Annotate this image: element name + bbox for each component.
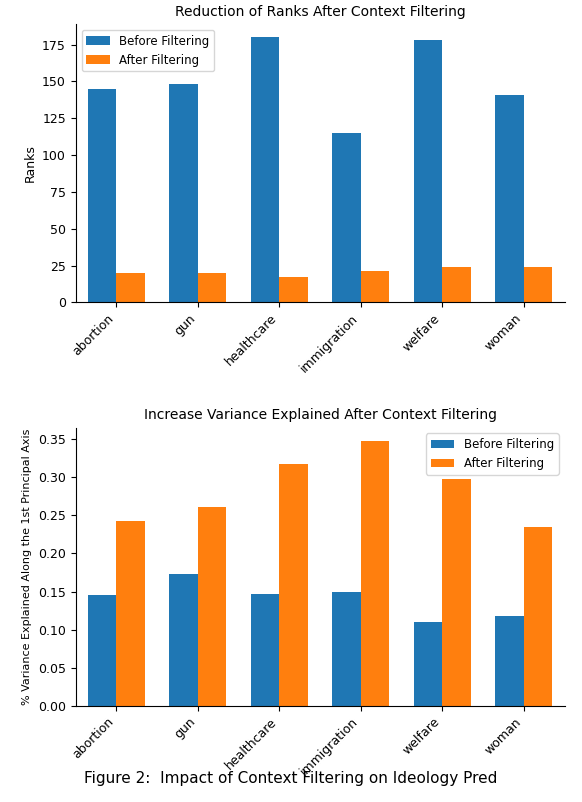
Text: Figure 2:  Impact of Context Filtering on Ideology Pred: Figure 2: Impact of Context Filtering on… <box>84 771 498 786</box>
Bar <box>524 527 552 706</box>
Bar <box>332 592 361 706</box>
Bar <box>279 464 308 706</box>
Title: Reduction of Ranks After Context Filtering: Reduction of Ranks After Context Filteri… <box>175 5 466 18</box>
Bar <box>251 38 279 302</box>
Bar <box>495 95 524 302</box>
Bar <box>88 595 116 706</box>
Bar <box>332 133 361 302</box>
Bar <box>279 277 308 302</box>
Bar <box>361 441 389 706</box>
Bar <box>251 593 279 706</box>
Bar <box>495 616 524 706</box>
Bar <box>198 507 226 706</box>
Bar <box>169 84 198 302</box>
Bar <box>414 40 442 302</box>
Bar <box>198 273 226 302</box>
Bar <box>169 574 198 706</box>
Bar <box>116 273 145 302</box>
Bar <box>524 267 552 302</box>
Y-axis label: Ranks: Ranks <box>23 144 37 182</box>
Bar <box>116 520 145 706</box>
Legend: Before Filtering, After Filtering: Before Filtering, After Filtering <box>81 30 214 71</box>
Title: Increase Variance Explained After Context Filtering: Increase Variance Explained After Contex… <box>144 408 496 422</box>
Legend: Before Filtering, After Filtering: Before Filtering, After Filtering <box>426 433 559 475</box>
Bar <box>414 622 442 706</box>
Bar <box>442 267 471 302</box>
Y-axis label: % Variance Explained Along the 1st Principal Axis: % Variance Explained Along the 1st Princ… <box>22 428 33 705</box>
Bar <box>361 271 389 302</box>
Bar <box>88 89 116 302</box>
Bar <box>442 479 471 706</box>
